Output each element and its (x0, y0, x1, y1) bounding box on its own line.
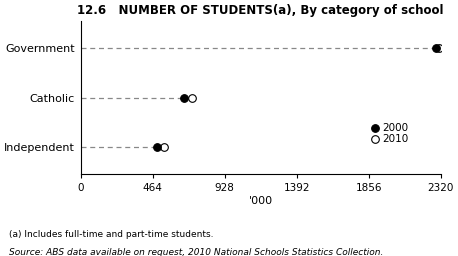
X-axis label: '000: '000 (249, 196, 273, 206)
Text: Source: ABS data available on request, 2010 National Schools Statistics Collecti: Source: ABS data available on request, 2… (9, 248, 383, 256)
Title: 12.6   NUMBER OF STUDENTS(a), By category of school: 12.6 NUMBER OF STUDENTS(a), By category … (77, 4, 444, 17)
Text: 2010: 2010 (382, 134, 409, 144)
Text: (a) Includes full-time and part-time students.: (a) Includes full-time and part-time stu… (9, 230, 214, 239)
Text: 2000: 2000 (382, 123, 409, 133)
